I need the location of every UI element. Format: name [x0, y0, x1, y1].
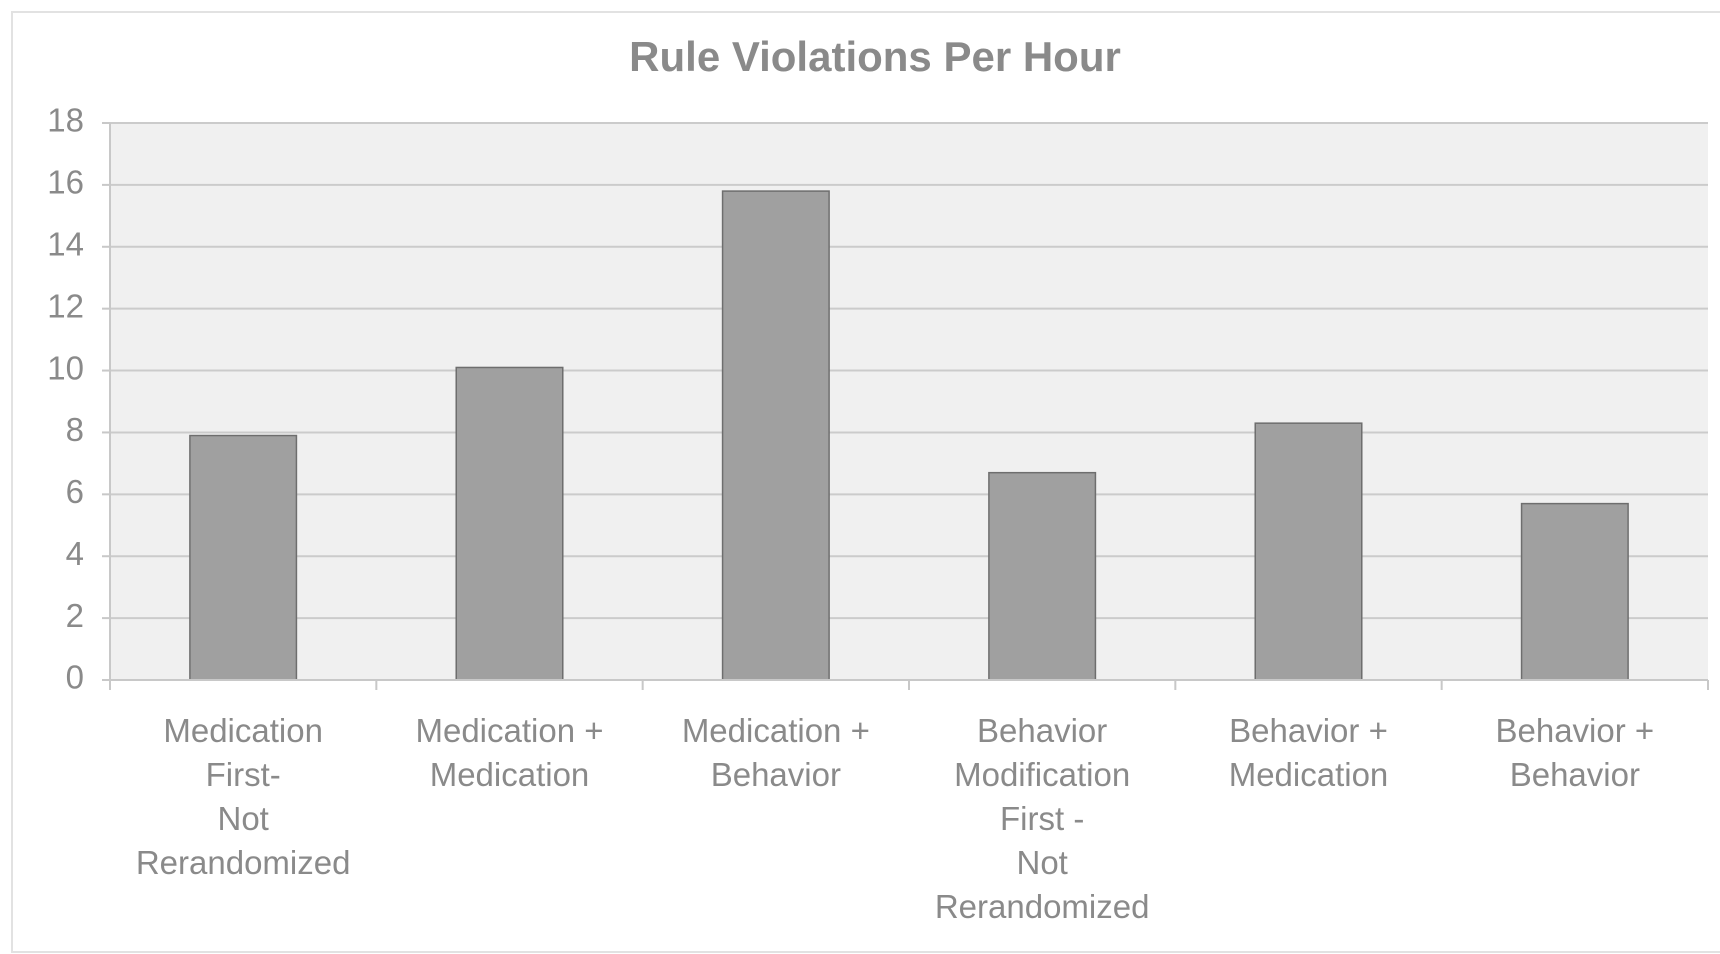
x-tick-label: Medication + Behavior [682, 712, 870, 793]
chart-frame [11, 11, 1720, 953]
y-tick-label: 8 [66, 411, 84, 448]
y-tick-label: 12 [47, 287, 84, 324]
y-tick-label: 14 [47, 225, 84, 262]
x-tick-label: Behavior Modification First -Not Rerandomiz… [935, 712, 1150, 925]
bar [988, 471, 1097, 681]
bar [189, 434, 298, 681]
x-tick-label: Medication First-Not Rerandomized [136, 712, 351, 881]
bar [721, 190, 830, 681]
chart-title: Rule Violations Per Hour [629, 33, 1121, 80]
y-tick-label: 6 [66, 473, 84, 510]
x-tick-label: Medication + Medication [415, 712, 603, 793]
bar [1254, 422, 1363, 681]
y-tick-label: 16 [47, 164, 84, 201]
bar [455, 366, 564, 681]
y-tick-label: 10 [47, 349, 84, 386]
x-tick-label: Behavior + Medication [1229, 712, 1389, 793]
x-tick-label: Behavior + Behavior [1495, 712, 1654, 793]
plot-area [110, 123, 1708, 680]
y-tick-label: 4 [66, 535, 84, 572]
bar [1520, 502, 1629, 681]
y-tick-label: 2 [66, 597, 84, 634]
y-tick-label: 0 [66, 659, 84, 696]
y-tick-label: 18 [47, 102, 84, 139]
